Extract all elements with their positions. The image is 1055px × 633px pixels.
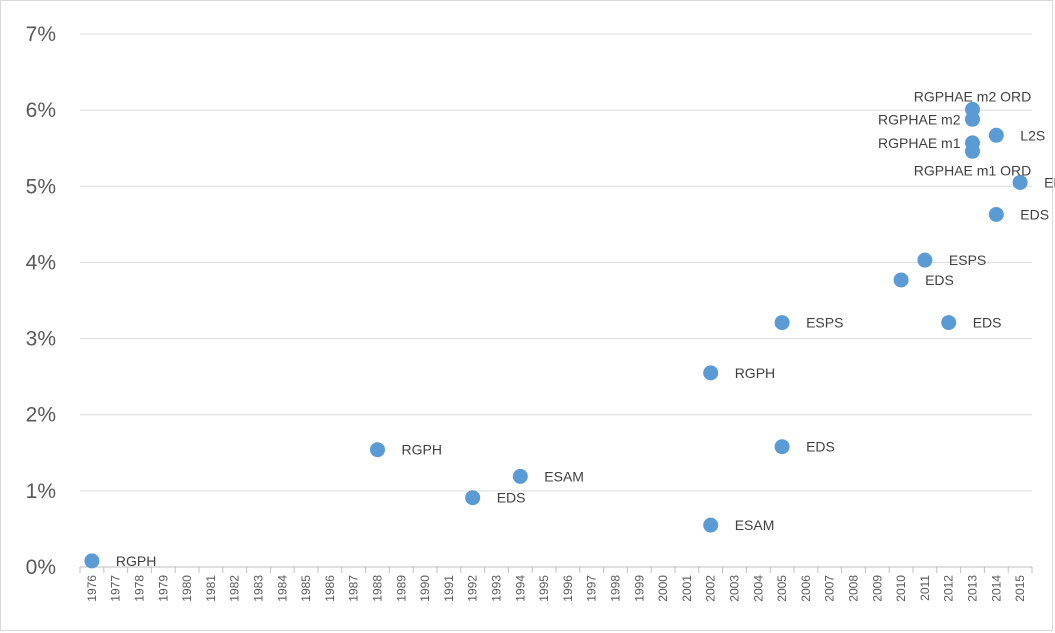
x-tick-label: 1983	[252, 575, 266, 602]
data-label: ESAM	[735, 517, 775, 533]
x-tick-label: 2004	[751, 575, 765, 602]
x-tick-label: 2005	[775, 575, 789, 602]
data-label: L2S	[1020, 127, 1045, 143]
x-tick-label: 1980	[180, 575, 194, 602]
x-tick-label: 1976	[85, 575, 99, 602]
x-tick-label: 1989	[394, 575, 408, 602]
data-label: RGPHAE m2 ORD	[914, 88, 1031, 104]
data-point	[1012, 174, 1028, 190]
x-tick-label: 1999	[632, 575, 646, 602]
x-tick-label: 1987	[347, 575, 361, 602]
y-tick-label: 7%	[26, 23, 56, 46]
x-tick-label: 1984	[275, 575, 289, 602]
data-point	[988, 206, 1004, 222]
data-point	[774, 315, 790, 331]
data-label: EDS	[497, 490, 526, 506]
data-point	[965, 111, 980, 127]
x-tick-label: 1985	[299, 575, 313, 602]
x-tick-label: 1977	[109, 575, 123, 602]
data-label: ESAM	[544, 468, 584, 484]
x-tick-label: 1979	[156, 575, 170, 602]
data-label: RGPHAE m1	[878, 135, 961, 151]
data-point	[703, 365, 719, 381]
data-point	[774, 439, 790, 455]
x-tick-label: 1988	[371, 575, 385, 602]
y-tick-label: 6%	[26, 99, 56, 122]
x-tick-label: 1997	[585, 575, 599, 602]
x-tick-label: 2002	[704, 575, 718, 602]
data-label: ESPS	[806, 315, 843, 331]
x-tick-label: 2015	[1013, 575, 1027, 602]
data-label: ESPS	[949, 252, 986, 268]
x-tick-label: 2003	[728, 575, 742, 602]
y-tick-label: 1%	[26, 480, 56, 503]
data-point	[465, 490, 481, 506]
x-tick-label: 2009	[870, 575, 884, 602]
x-tick-label: 1990	[418, 575, 432, 602]
data-label: RGPH	[735, 365, 775, 381]
data-point	[84, 553, 100, 569]
x-tick-label: 1998	[609, 575, 623, 602]
data-label: RGPHAE m2	[878, 111, 961, 127]
x-tick-label: 1993	[490, 575, 504, 602]
y-tick-label: 4%	[26, 251, 56, 274]
x-tick-label: 2011	[918, 575, 932, 601]
data-point	[941, 315, 957, 331]
data-point	[512, 468, 528, 484]
x-tick-label: 2008	[847, 575, 861, 602]
x-tick-label: 1992	[466, 575, 480, 602]
data-label: RGPH	[402, 442, 442, 458]
x-tick-label: 2001	[680, 575, 694, 602]
y-tick-label: 3%	[26, 328, 56, 351]
y-tick-label: 0%	[26, 556, 56, 579]
x-tick-label: 1981	[204, 575, 218, 602]
x-tick-label: 2006	[799, 575, 813, 602]
x-tick-label: 1991	[442, 575, 456, 602]
data-point	[988, 127, 1004, 143]
x-tick-label: 1982	[228, 575, 242, 602]
data-label: RGPH	[116, 553, 156, 569]
data-point	[703, 517, 719, 533]
data-label: EDS	[925, 272, 954, 288]
data-label: EDS	[1020, 206, 1049, 222]
x-tick-label: 2010	[894, 575, 908, 602]
x-tick-label: 1996	[561, 575, 575, 602]
data-point	[917, 252, 933, 268]
data-label: EDS	[1044, 174, 1055, 190]
y-tick-label: 5%	[26, 175, 56, 198]
y-tick-label: 2%	[26, 404, 56, 427]
x-tick-label: 2014	[989, 575, 1003, 602]
data-label: EDS	[806, 439, 835, 455]
x-tick-label: 1986	[323, 575, 337, 602]
x-tick-label: 1978	[133, 575, 147, 602]
x-tick-label: 1995	[537, 575, 551, 602]
x-tick-label: 2013	[966, 575, 980, 602]
data-label: RGPHAE m1 ORD	[914, 162, 1031, 178]
x-tick-label: 2000	[656, 575, 670, 602]
data-point	[893, 272, 909, 288]
x-tick-label: 1994	[513, 575, 527, 602]
data-label: EDS	[973, 315, 1002, 331]
x-tick-label: 2007	[823, 575, 837, 602]
data-point	[370, 442, 385, 458]
x-tick-label: 2012	[942, 575, 956, 602]
data-point	[965, 143, 980, 159]
